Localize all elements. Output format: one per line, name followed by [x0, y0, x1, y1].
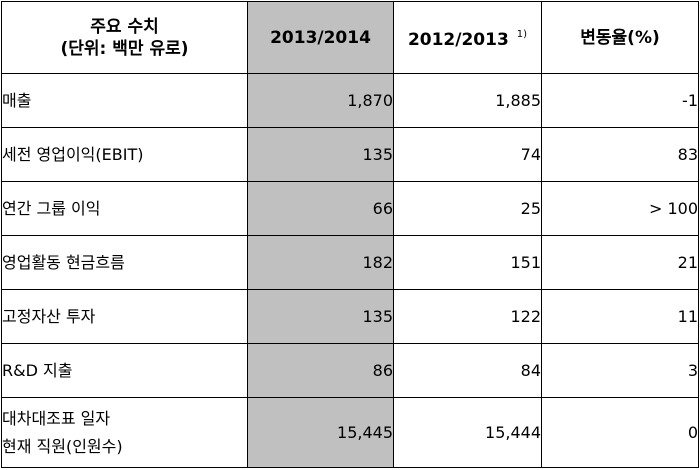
footnote-marker: 1)	[516, 29, 528, 40]
row-previous-value: 151	[393, 235, 542, 290]
row-current-value: 66	[247, 181, 394, 236]
table-row-sales: 매출 1,870 1,885 -1	[1, 73, 699, 128]
table-row-cash-flow: 영업활동 현금흐름 182 151 21	[1, 235, 699, 290]
row-label: R&D 지출	[1, 343, 248, 398]
row-current-value: 135	[247, 289, 394, 344]
row-previous-value: 15,444	[393, 397, 542, 468]
row-current-value: 86	[247, 343, 394, 398]
header-row: 주요 수치 (단위: 백만 유로) 2013/2014 2012/2013 1) …	[1, 1, 699, 74]
row-label: 연간 그룹 이익	[1, 181, 248, 236]
row-label: 세전 영업이익(EBIT)	[1, 127, 248, 182]
header-change: 변동율(%)	[541, 1, 699, 74]
header-label-unit: (단위: 백만 유로)	[60, 38, 189, 59]
row-previous-value: 74	[393, 127, 542, 182]
header-previous-year: 2012/2013 1)	[393, 1, 542, 74]
row-change-value: 21	[541, 235, 699, 290]
row-label: 대차대조표 일자 현재 직원(인원수)	[1, 397, 248, 468]
row-label: 매출	[1, 73, 248, 128]
row-label: 영업활동 현금흐름	[1, 235, 248, 290]
row-previous-value: 25	[393, 181, 542, 236]
header-label-title: 주요 수치	[90, 16, 159, 37]
row-current-value: 135	[247, 127, 394, 182]
row-change-value: -1	[541, 73, 699, 128]
header-label-cell: 주요 수치 (단위: 백만 유로)	[1, 1, 248, 74]
row-previous-value: 1,885	[393, 73, 542, 128]
row-change-value: 11	[541, 289, 699, 344]
table-row-rd-expenditure: R&D 지출 86 84 3	[1, 343, 699, 398]
row-change-value: 83	[541, 127, 699, 182]
row-current-value: 182	[247, 235, 394, 290]
row-previous-value: 122	[393, 289, 542, 344]
row-current-value: 1,870	[247, 73, 394, 128]
row-change-value: 3	[541, 343, 699, 398]
row-current-value: 15,445	[247, 397, 394, 468]
header-current-year: 2013/2014	[247, 1, 394, 74]
table-row-employees: 대차대조표 일자 현재 직원(인원수) 15,445 15,444 0	[1, 397, 699, 468]
row-change-value: 0	[541, 397, 699, 468]
row-label-line1: 대차대조표 일자	[2, 408, 111, 428]
table-row-ebit: 세전 영업이익(EBIT) 135 74 83	[1, 127, 699, 182]
row-label-line2: 현재 직원(인원수)	[2, 436, 123, 456]
table-row-group-profit: 연간 그룹 이익 66 25 > 100	[1, 181, 699, 236]
table-row-fixed-asset-investment: 고정자산 투자 135 122 11	[1, 289, 699, 344]
row-previous-value: 84	[393, 343, 542, 398]
row-change-value: > 100	[541, 181, 699, 236]
row-label: 고정자산 투자	[1, 289, 248, 344]
